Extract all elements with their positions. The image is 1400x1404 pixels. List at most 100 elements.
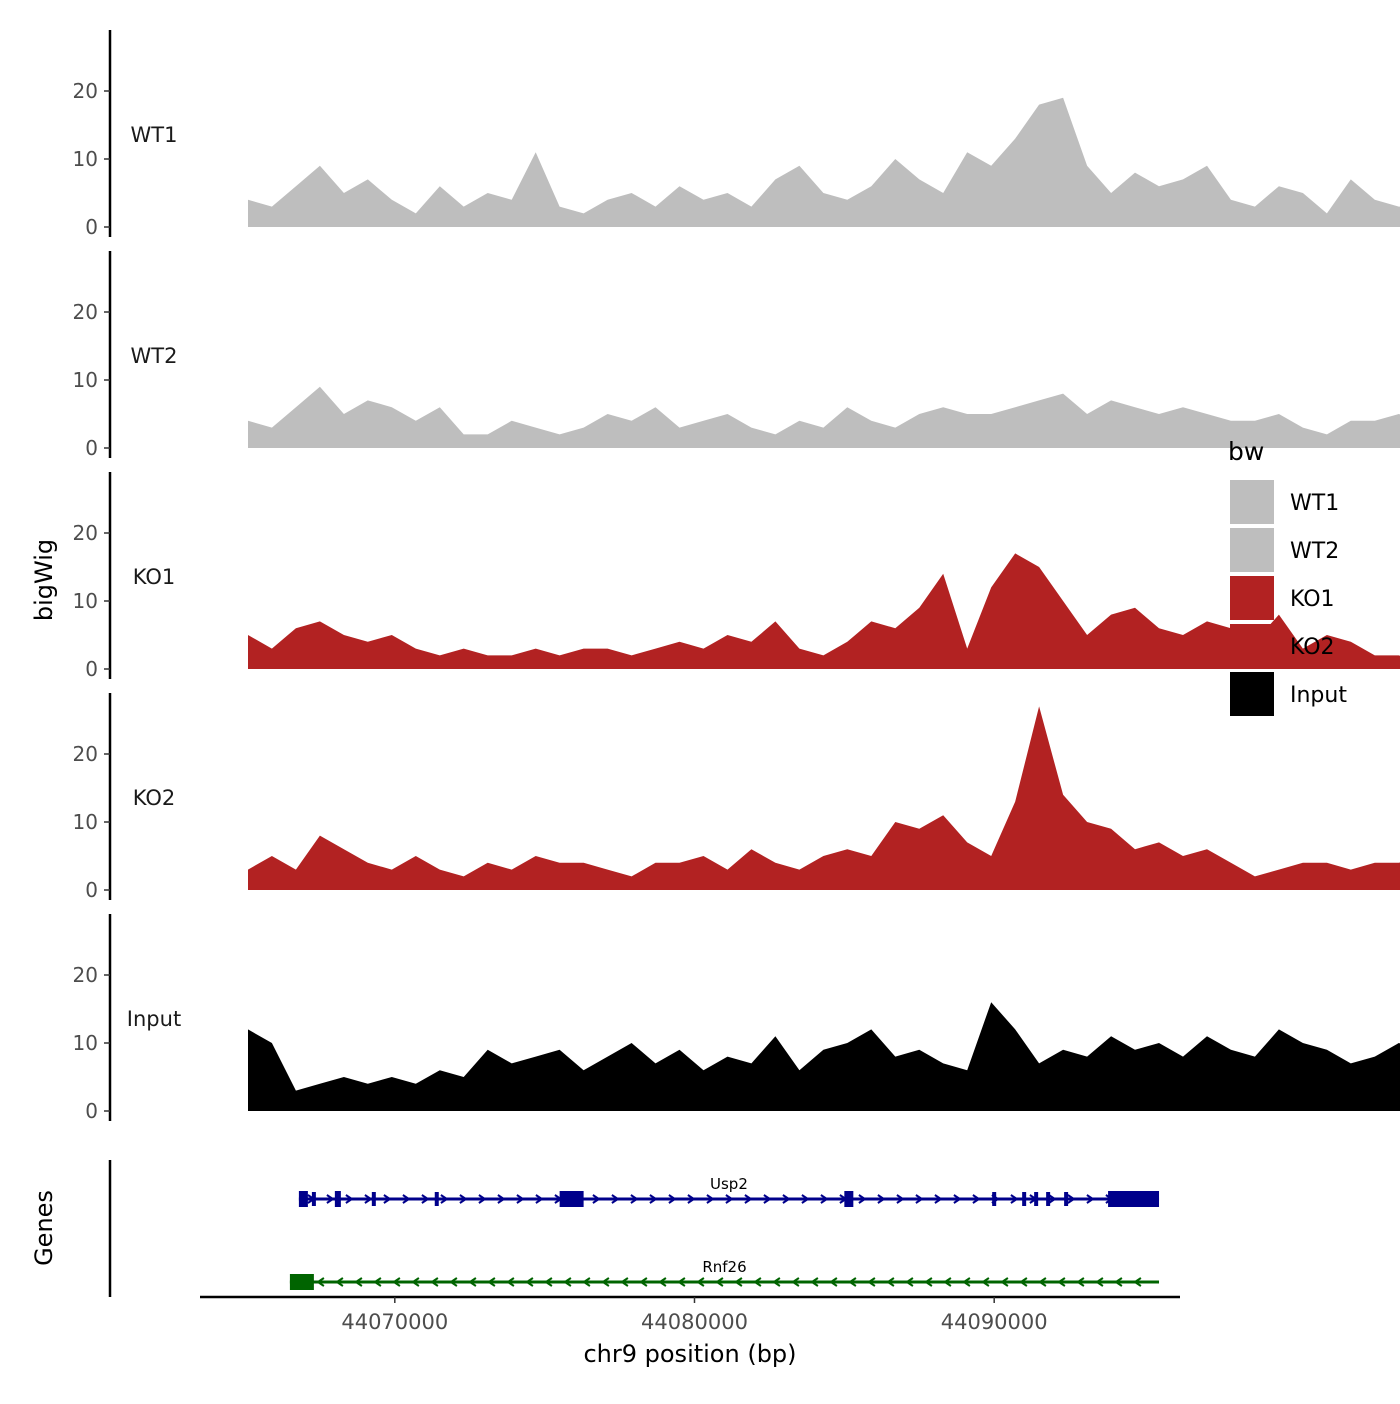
- exon-tick: [1064, 1192, 1069, 1206]
- exon-tick: [371, 1192, 376, 1206]
- strand-arrow: [829, 1277, 838, 1287]
- strand-arrow: [563, 1277, 572, 1287]
- strand-arrow: [649, 1194, 658, 1204]
- exon: [334, 1191, 341, 1207]
- strand-arrow: [696, 1277, 705, 1287]
- strand-arrow: [1000, 1277, 1009, 1287]
- strand-arrow: [867, 1277, 876, 1287]
- legend-label: WT1: [1290, 491, 1339, 516]
- area-wt2: [248, 386, 1400, 448]
- track-label: KO2: [133, 786, 176, 810]
- y-tick-label: 20: [73, 742, 98, 766]
- strand-arrow: [1133, 1277, 1142, 1287]
- strand-arrow: [345, 1194, 354, 1204]
- strand-arrow: [525, 1277, 534, 1287]
- strand-arrow: [924, 1277, 933, 1287]
- gene-usp2: Usp2: [298, 1175, 1160, 1207]
- strand-arrow: [582, 1277, 591, 1287]
- strand-arrow: [1057, 1277, 1066, 1287]
- y-tick-label: 10: [73, 589, 98, 613]
- exon-tick: [311, 1192, 316, 1206]
- strand-arrow: [658, 1277, 667, 1287]
- area-ko1: [248, 553, 1400, 669]
- x-axis: 44070000 44080000 44090000: [200, 1295, 1180, 1334]
- strand-arrow: [915, 1194, 924, 1204]
- strand-arrow: [820, 1194, 829, 1204]
- strand-arrow: [620, 1277, 629, 1287]
- strand-arrow: [373, 1277, 382, 1287]
- x-axis-label: chr9 position (bp): [583, 1340, 796, 1368]
- exon-tick: [1046, 1192, 1051, 1206]
- exon-tick: [1034, 1192, 1039, 1206]
- y-tick-label: 20: [73, 521, 98, 545]
- track-ko2: 0 10 20 KO2: [73, 693, 1400, 902]
- legend-swatch: [1230, 672, 1274, 716]
- strand-arrow: [592, 1194, 601, 1204]
- exon-tick: [992, 1192, 997, 1206]
- legend-swatch: [1230, 624, 1274, 668]
- area-wt1: [248, 97, 1400, 227]
- strand-arrow: [1019, 1277, 1028, 1287]
- exon-tick: [1022, 1192, 1027, 1206]
- y-tick-label: 0: [85, 1099, 98, 1123]
- track-wt1: 0 10 20 WT1: [73, 30, 1400, 239]
- x-tick-label: 44080000: [641, 1310, 748, 1334]
- strand-arrow: [715, 1277, 724, 1287]
- strand-arrow: [459, 1194, 468, 1204]
- strand-arrow: [896, 1194, 905, 1204]
- strand-arrow: [449, 1277, 458, 1287]
- strand-arrow: [354, 1277, 363, 1287]
- y-tick-label: 10: [73, 1031, 98, 1055]
- legend-label: WT2: [1290, 539, 1339, 564]
- strand-arrow: [782, 1194, 791, 1204]
- strand-arrow: [364, 1194, 373, 1204]
- strand-arrow: [630, 1194, 639, 1204]
- legend-label: Input: [1290, 683, 1347, 708]
- strand-arrow: [753, 1277, 762, 1287]
- strand-arrow: [611, 1194, 620, 1204]
- strand-arrow: [326, 1194, 335, 1204]
- strand-arrow: [601, 1277, 610, 1287]
- strand-arrow: [962, 1277, 971, 1287]
- track-input: 0 10 20 Input: [73, 914, 1400, 1123]
- strand-arrow: [677, 1277, 686, 1287]
- exon-tick: [434, 1192, 439, 1206]
- genes-label: Genes: [30, 1190, 58, 1266]
- legend-swatch: [1230, 480, 1274, 524]
- strand-arrow: [943, 1277, 952, 1287]
- strand-arrow: [791, 1277, 800, 1287]
- strand-arrow: [440, 1194, 449, 1204]
- y-tick-label: 20: [73, 79, 98, 103]
- strand-arrow: [934, 1194, 943, 1204]
- signal-tracks: 0 10 20 WT1 0 10 20 WT2 0 10 20 KO1 0 10 20 KO2 0 10 20 Inp…: [73, 30, 1400, 1123]
- strand-arrow: [1114, 1277, 1123, 1287]
- strand-arrow: [421, 1194, 430, 1204]
- y-tick-label: 0: [85, 878, 98, 902]
- legend-label: KO2: [1290, 635, 1335, 660]
- y-tick-label: 0: [85, 657, 98, 681]
- strand-arrow: [810, 1277, 819, 1287]
- strand-arrow: [639, 1277, 648, 1287]
- track-label: WT1: [131, 123, 178, 147]
- exon: [559, 1191, 584, 1207]
- strand-arrow: [877, 1194, 886, 1204]
- legend-swatch: [1230, 528, 1274, 572]
- strand-arrow: [1010, 1194, 1019, 1204]
- strand-arrow: [981, 1277, 990, 1287]
- gene-rnf26: Rnf26: [289, 1258, 1160, 1290]
- strand-arrow: [506, 1277, 515, 1287]
- strand-arrow: [392, 1277, 401, 1287]
- strand-arrow: [668, 1194, 677, 1204]
- legend-swatch: [1230, 576, 1274, 620]
- gene-track: Usp2 Rnf26: [108, 1160, 1160, 1297]
- strand-arrow: [1048, 1194, 1057, 1204]
- strand-arrow: [1076, 1277, 1085, 1287]
- strand-arrow: [886, 1277, 895, 1287]
- strand-arrow: [411, 1277, 420, 1287]
- y-tick-label: 10: [73, 810, 98, 834]
- strand-arrow: [535, 1194, 544, 1204]
- x-tick-label: 44070000: [341, 1310, 448, 1334]
- strand-arrow: [972, 1194, 981, 1204]
- track-wt2: 0 10 20 WT2: [73, 251, 1400, 460]
